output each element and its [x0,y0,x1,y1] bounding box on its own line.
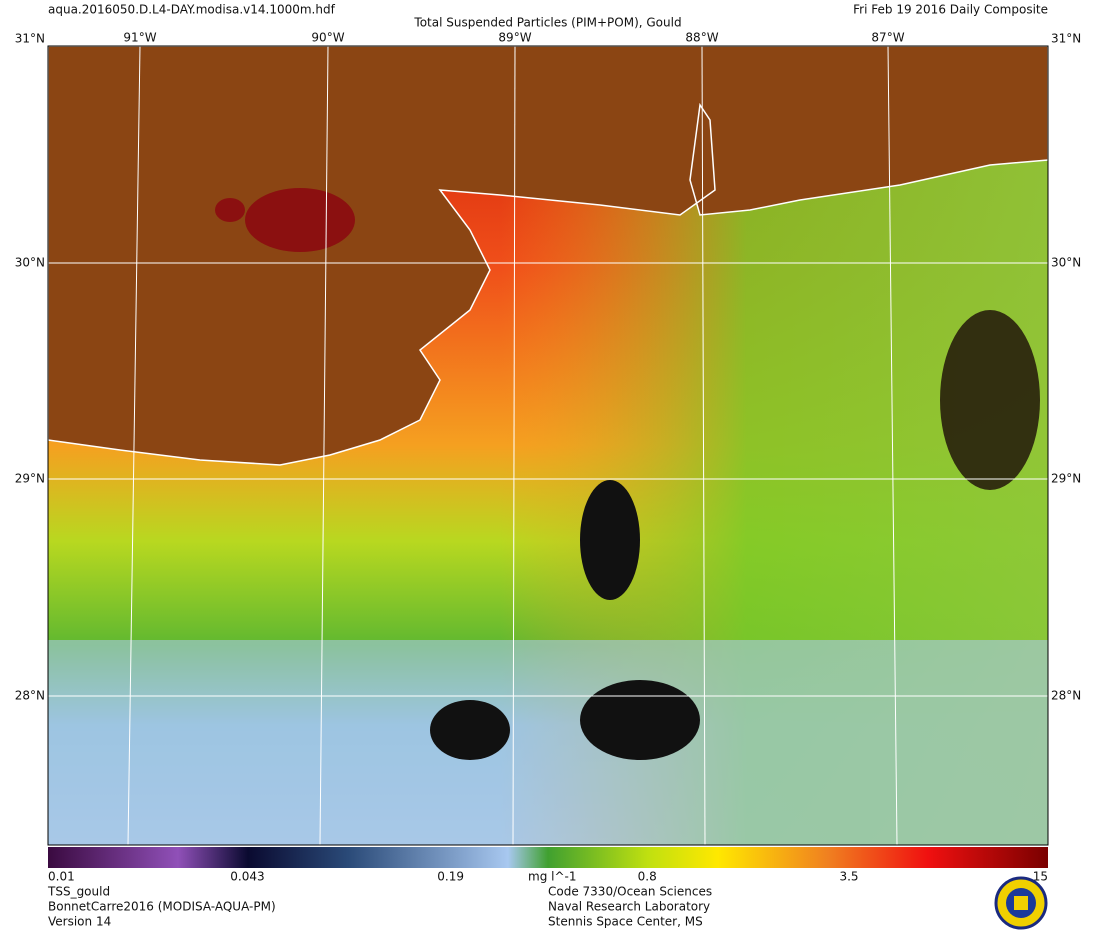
lon-label: 89°W [498,31,531,45]
colorbar-labels: 0.01 0.043 0.19 0.8 3.5 15 mg l^-1 [48,870,1048,884]
lake [215,198,245,222]
clear-water [48,640,1048,845]
date: Fri Feb 19 2016 Daily Composite [853,3,1048,17]
land [48,46,1048,466]
meridian [512,46,516,845]
meridian [701,46,706,845]
footer-left: Version 14 [48,915,111,929]
cloud [430,700,510,760]
lat-label: 28°N [15,689,45,703]
graticule [48,46,1048,845]
logo [994,876,1048,930]
graticule-labels: 91°W 90°W 89°W 88°W 87°W 31°N 31°N 30°N 30°N 29°N… [15,31,1082,703]
colorbar-unit: mg l^-1 [528,870,576,884]
footer-left: TSS_gould [47,885,110,899]
cloud [940,310,1040,490]
footer-center: Stennis Space Center, MS [548,915,703,929]
map [48,46,1048,845]
lat-label: 29°N [15,472,45,486]
colorbar-tick-label: 0.19 [437,870,464,884]
footer-center: Code 7330/Ocean Sciences [548,885,712,899]
lat-label: 31°N [15,32,45,46]
footer-left: BonnetCarre2016 (MODISA-AQUA-PM) [48,900,276,914]
colorbar-tick-label: 0.043 [230,870,264,884]
colorbar-tick-label: 0.01 [48,870,75,884]
cloud [580,480,640,600]
lat-label: 31°N [1051,32,1081,46]
lon-label: 87°W [871,31,904,45]
meridian [319,46,329,845]
lon-label: 88°W [685,31,718,45]
colorbar-tick-label: 0.8 [638,870,657,884]
lon-label: 91°W [123,31,156,45]
lake [245,188,355,252]
lat-label: 28°N [1051,689,1081,703]
colorbar [48,847,1048,868]
lat-label: 30°N [15,256,45,270]
lat-label: 29°N [1051,472,1081,486]
colorbar-tick-label: 15 [1033,870,1048,884]
map-title: Total Suspended Particles (PIM+POM), Gou… [413,16,681,30]
colorbar-tick-label: 3.5 [839,870,858,884]
lat-label: 30°N [1051,256,1081,270]
meridian [127,46,141,845]
file-name: aqua.2016050.D.L4-DAY.modisa.v14.1000m.h… [48,3,336,17]
footer-center: Naval Research Laboratory [548,900,710,914]
cloud [580,680,700,760]
lon-label: 90°W [311,31,344,45]
map-frame [47,45,1049,846]
meridian [887,46,898,845]
